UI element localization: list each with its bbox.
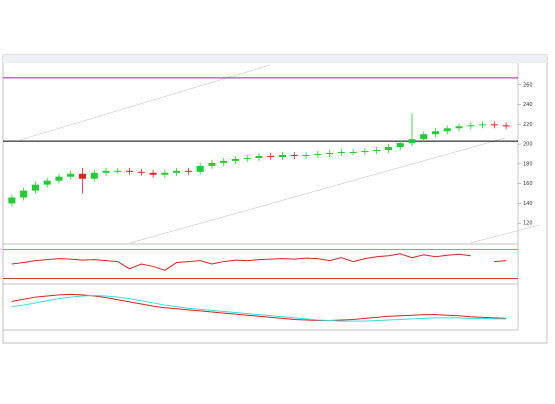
candle-body: [302, 154, 310, 156]
candle-body: [78, 173, 87, 179]
candle-body: [137, 171, 145, 173]
candle-body: [467, 125, 475, 127]
candle-body: [31, 184, 39, 191]
candle-body: [502, 125, 510, 127]
rsi-line: [11, 253, 471, 271]
trend-line: [469, 224, 541, 244]
candle-body: [8, 197, 16, 204]
candle-body: [173, 170, 181, 173]
candle-body: [408, 139, 416, 144]
candle-body: [196, 165, 204, 172]
candle-body: [102, 170, 110, 173]
y-tick-label: 140: [523, 201, 533, 207]
candle-body: [337, 152, 345, 154]
window-frame: [2, 54, 548, 344]
candle-body: [149, 172, 157, 175]
candle-body: [420, 134, 428, 140]
candle-body: [384, 147, 392, 151]
ma-line: [11, 293, 507, 322]
trend-line: [129, 137, 506, 244]
candle-body: [220, 160, 228, 163]
candle-body: [479, 124, 487, 126]
candle-body: [443, 128, 451, 132]
candle-body: [243, 157, 251, 159]
y-tick-label: 160: [523, 181, 533, 187]
candle-body: [114, 170, 122, 172]
rsi-line: [494, 260, 507, 263]
candle-body: [267, 155, 275, 157]
y-tick-label: 200: [523, 142, 533, 148]
y-tick-label: 120: [523, 221, 533, 227]
candle-body: [290, 154, 298, 156]
candle-body: [90, 172, 98, 179]
candle-body: [361, 151, 369, 153]
ma-line: [11, 294, 507, 322]
candle-body: [326, 153, 334, 155]
candle-body: [231, 158, 239, 161]
candle-body: [43, 180, 51, 185]
candle-body: [431, 131, 440, 135]
candle-body: [208, 162, 216, 166]
y-tick-label: 260: [523, 82, 533, 88]
candle-body: [20, 190, 28, 198]
candle-body: [314, 154, 322, 155]
y-tick-label: 220: [523, 122, 533, 128]
candle-body: [490, 124, 498, 126]
candle-body: [455, 126, 463, 129]
y-tick-label: 180: [523, 161, 533, 167]
candle-body: [126, 170, 134, 172]
y-tick-label: 240: [523, 102, 533, 108]
candle-body: [55, 176, 63, 181]
candle-body: [184, 170, 192, 172]
candle-body: [349, 152, 357, 154]
candle-body: [67, 173, 75, 177]
candle-body: [396, 143, 404, 148]
candle-body: [161, 172, 169, 175]
candle-body: [373, 150, 381, 152]
candle-body: [279, 154, 287, 157]
toolbar: [3, 55, 547, 63]
candle-body: [255, 155, 263, 158]
